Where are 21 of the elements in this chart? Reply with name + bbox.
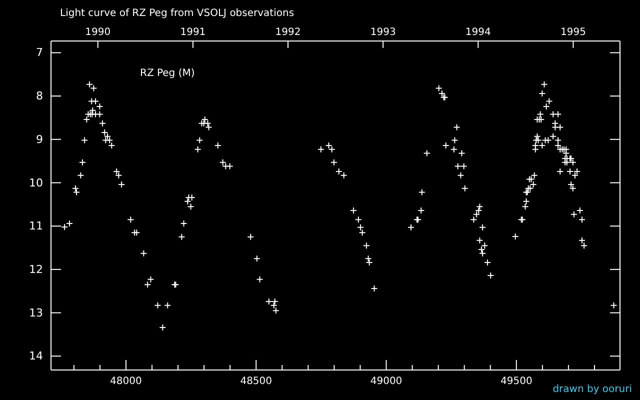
chart-title: Light curve of RZ Peg from VSOLJ observations <box>60 8 294 19</box>
x2-tick-label: 1990 <box>85 27 111 38</box>
text: drawn by ooruri <box>552 384 632 395</box>
x2-tick-label: 1992 <box>275 27 301 38</box>
x-tick-label: 49000 <box>370 376 402 387</box>
x-tick-label: 49500 <box>500 376 532 387</box>
x-tick-label: 48500 <box>240 376 272 387</box>
annotation: RZ Peg (M) <box>140 68 195 79</box>
y-tick-label: 13 <box>29 306 43 320</box>
y-tick-label: 11 <box>29 220 43 233</box>
x-tick-label: 48000 <box>110 376 142 387</box>
x2-tick-label: 1993 <box>370 27 396 38</box>
y-tick-label: 8 <box>36 90 43 103</box>
y-tick-label: 12 <box>29 262 43 276</box>
y-tick-label: 7 <box>36 46 43 60</box>
x2-tick-label: 1994 <box>465 27 491 38</box>
y-tick-label: 9 <box>36 132 43 146</box>
x2-tick-label: 1991 <box>180 27 206 38</box>
y-tick-label: 10 <box>29 176 43 190</box>
x2-tick-label: 1995 <box>560 27 586 38</box>
y-tick-label: 14 <box>29 350 43 363</box>
